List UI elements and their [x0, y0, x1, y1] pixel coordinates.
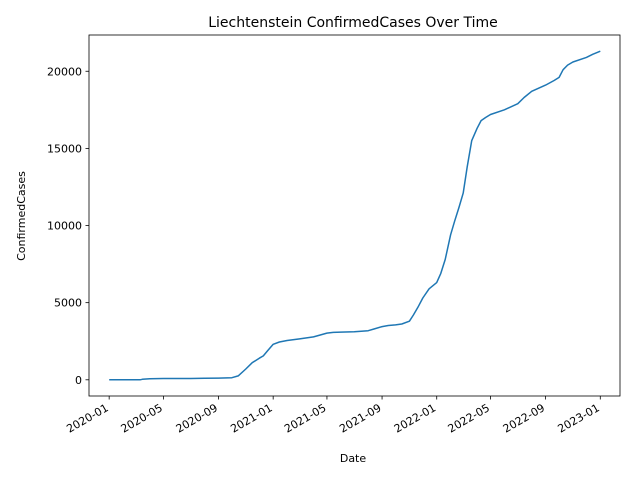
x-tick-label: 2023-01 — [555, 401, 601, 435]
x-tick-label: 2021-05 — [282, 401, 328, 435]
x-tick-label: 2020-05 — [119, 401, 165, 435]
x-tick-label: 2022-09 — [501, 401, 547, 435]
y-tick-label: 20000 — [47, 65, 82, 78]
y-tick-label: 5000 — [54, 297, 82, 310]
x-axis-label: Date — [340, 452, 367, 465]
y-tick-label: 15000 — [47, 142, 82, 155]
y-tick-label: 0 — [75, 374, 82, 387]
x-tick-label: 2020-09 — [174, 401, 220, 435]
series-line — [109, 50, 601, 381]
x-tick-label: 2021-01 — [228, 401, 274, 435]
y-axis: 0 5000 10000 15000 20000 — [47, 65, 89, 387]
x-tick-label: 2021-09 — [337, 401, 383, 435]
x-tick-label: 2022-05 — [446, 401, 492, 435]
x-tick-label: 2020-01 — [64, 401, 110, 435]
x-tick-label: 2022-01 — [392, 401, 438, 435]
chart-title: Liechtenstein ConfirmedCases Over Time — [208, 15, 498, 31]
x-axis: 2020-01 2020-05 2020-09 2021-01 2021-05 2021-… — [64, 396, 602, 436]
y-axis-label: ConfirmedCases — [15, 171, 28, 261]
y-tick-label: 10000 — [47, 220, 82, 233]
plot-area — [109, 50, 601, 381]
plot-frame — [88, 34, 621, 397]
